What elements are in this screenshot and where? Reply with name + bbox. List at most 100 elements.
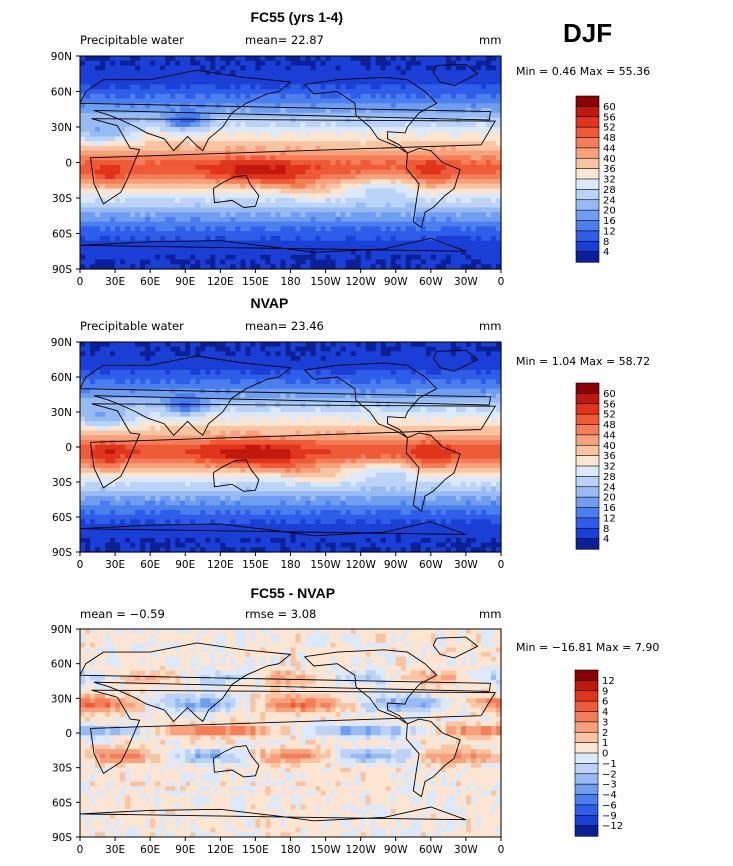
field-cell: [415, 245, 422, 251]
field-cell: [100, 346, 106, 352]
field-cell: [100, 122, 106, 128]
field-cell: [445, 235, 452, 242]
field-cell: [420, 240, 427, 246]
field-cell: [85, 384, 91, 390]
field-cell: [305, 169, 312, 175]
field-cell: [465, 374, 472, 380]
field-cell: [340, 108, 347, 114]
field-cell: [290, 136, 297, 142]
field-cell: [135, 131, 141, 138]
colorbar-label: 44: [603, 143, 616, 154]
field-cell: [465, 346, 472, 352]
field-cell: [465, 103, 472, 109]
field-cell: [295, 388, 302, 394]
field-cell: [280, 155, 287, 161]
field-cell: [225, 169, 231, 175]
field-cell: [340, 103, 347, 109]
field-cell: [270, 155, 277, 161]
field-cell: [305, 183, 312, 190]
field-cell: [180, 56, 186, 62]
field-cell: [250, 351, 257, 357]
field-cell: [125, 98, 131, 104]
field-cell: [195, 221, 201, 227]
field-cell: [275, 342, 282, 348]
field-cell: [290, 56, 297, 62]
field-cell: [480, 264, 487, 270]
field-cell: [260, 254, 267, 261]
field-cell: [480, 245, 487, 251]
field-cell: [475, 141, 482, 147]
field-cell: [370, 356, 377, 362]
field-cell: [85, 141, 91, 147]
field-cell: [105, 356, 111, 362]
field-cell: [160, 160, 166, 166]
field-cell: [245, 379, 251, 385]
field-cell: [175, 402, 181, 408]
field-cell: [490, 122, 497, 128]
field-cell: [345, 74, 352, 81]
field-cell: [155, 169, 161, 175]
field-cell: [160, 183, 166, 190]
field-cell: [185, 370, 191, 376]
field-cell: [365, 216, 372, 223]
field-cell: [375, 112, 382, 119]
field-cell: [295, 198, 302, 204]
field-cell: [355, 198, 362, 204]
field-cell: [85, 226, 91, 232]
field-cell: [85, 379, 91, 385]
field-cell: [190, 235, 196, 242]
field-cell: [275, 212, 282, 218]
field-cell: [415, 112, 422, 119]
field-cell: [330, 231, 337, 237]
field-cell: [490, 245, 497, 251]
field-cell: [400, 356, 407, 362]
field-cell: [330, 221, 337, 227]
field-cell: [90, 179, 96, 185]
field-cell: [155, 231, 161, 237]
field-cell: [240, 264, 246, 270]
field-cell: [415, 202, 422, 209]
field-cell: [200, 398, 206, 404]
field-cell: [480, 70, 487, 76]
field-cell: [180, 202, 186, 209]
field-cell: [315, 356, 322, 362]
field-cell: [325, 108, 332, 114]
field-cell: [410, 231, 417, 237]
field-cell: [130, 264, 136, 270]
field-cell: [345, 393, 352, 399]
field-cell: [80, 89, 86, 95]
field-cell: [155, 384, 161, 390]
field-cell: [365, 226, 372, 232]
field-cell: [340, 240, 347, 246]
field-cell: [105, 141, 111, 147]
field-cell: [415, 141, 422, 147]
y-tick-label: 90S: [52, 264, 72, 276]
field-cell: [210, 155, 216, 161]
field-cell: [390, 141, 397, 147]
field-cell: [405, 202, 412, 209]
field-cell: [335, 202, 342, 209]
field-cell: [370, 351, 377, 357]
field-cell: [340, 179, 347, 185]
field-cell: [165, 245, 171, 251]
field-cell: [340, 65, 347, 71]
field-cell: [325, 84, 332, 90]
field-cell: [350, 169, 357, 175]
field-cell: [470, 122, 477, 128]
field-cell: [300, 56, 307, 62]
field-cell: [335, 216, 342, 223]
field-cell: [250, 56, 257, 62]
field-cell: [300, 174, 307, 180]
field-cell: [185, 108, 191, 114]
field-cell: [240, 398, 246, 404]
field-cell: [445, 264, 452, 270]
field-cell: [420, 254, 427, 261]
field-cell: [325, 98, 332, 104]
field-cell: [165, 89, 171, 95]
field-cell: [330, 169, 337, 175]
field-cell: [125, 74, 131, 81]
field-cell: [415, 89, 422, 95]
field-cell: [240, 127, 246, 133]
field-cell: [200, 84, 206, 90]
field-cell: [435, 74, 442, 81]
